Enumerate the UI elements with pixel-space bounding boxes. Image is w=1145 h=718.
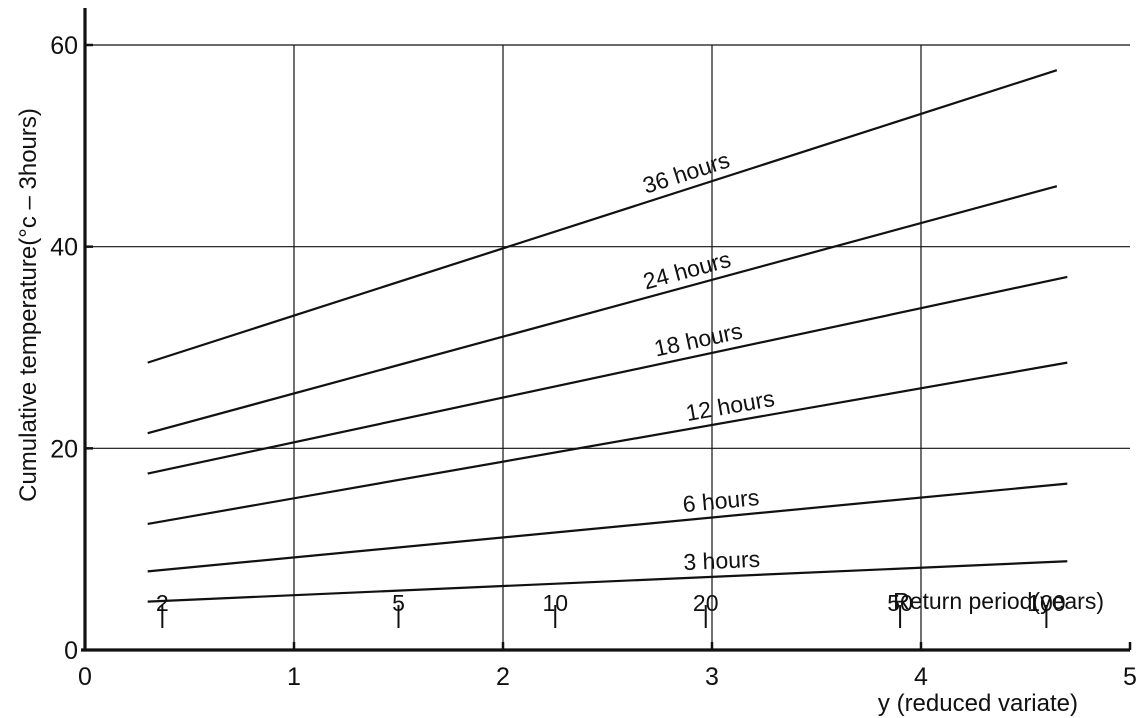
x-axis-title: y (reduced variate): [878, 690, 1078, 717]
return-period-label-10: 10: [542, 590, 568, 616]
series-label-3-hours: 3 hours: [683, 546, 761, 575]
y-tick-label-60: 60: [50, 32, 78, 60]
return-period-title: Return period(years): [893, 588, 1104, 614]
series-line-12-hours: [147, 361, 1068, 526]
series-label-12-hours: 12 hours: [684, 385, 777, 426]
return-period-label-20: 20: [693, 590, 719, 616]
y-tick-label-20: 20: [50, 435, 78, 463]
y-tick-label-40: 40: [50, 234, 78, 262]
series-line-6-hours: [147, 482, 1068, 573]
series-line-3-hours: [147, 560, 1068, 603]
series-layer: [147, 69, 1068, 603]
series-line-24-hours: [147, 185, 1058, 435]
grid-layer: [85, 44, 1130, 650]
secondary-axis-layer: 2 5 10 20 50 100: [156, 590, 1066, 628]
series-label-36-hours: 36 hours: [640, 147, 733, 199]
y-axis-title: Cumulative temperature(°c – 3hours): [15, 108, 42, 502]
return-period-label-2: 2: [156, 590, 169, 616]
return-period-label-5: 5: [392, 590, 405, 616]
x-tick-label-3: 3: [705, 663, 719, 691]
series-label-6-hours: 6 hours: [682, 484, 761, 517]
series-line-36-hours: [147, 69, 1058, 364]
return-period-label-100: 100: [1027, 590, 1065, 616]
return-period-label-50: 50: [887, 590, 913, 616]
x-tick-label-2: 2: [496, 663, 510, 691]
x-tick-label-0: 0: [78, 663, 92, 691]
x-tick-label-4: 4: [914, 663, 928, 691]
series-line-18-hours: [147, 275, 1068, 475]
y-tick-label-0: 0: [64, 637, 78, 665]
x-tick-label-1: 1: [287, 663, 301, 691]
x-tick-label-5: 5: [1123, 663, 1137, 691]
